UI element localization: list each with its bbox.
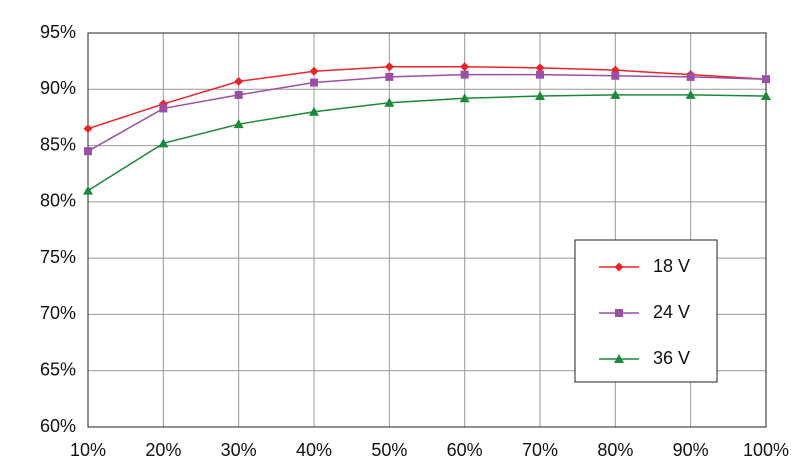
legend-label: 18 V xyxy=(653,256,690,276)
x-tick-label: 60% xyxy=(447,440,483,460)
x-tick-label: 20% xyxy=(145,440,181,460)
legend-label: 24 V xyxy=(653,302,690,322)
point xyxy=(309,106,319,116)
point xyxy=(384,97,395,107)
x-tick-label: 100% xyxy=(743,440,789,460)
point xyxy=(84,147,92,156)
legend-label: 36 V xyxy=(653,348,690,368)
legend-marker xyxy=(615,309,623,317)
point xyxy=(234,76,244,86)
y-tick-label: 90% xyxy=(40,78,76,98)
point xyxy=(233,119,244,129)
point xyxy=(761,91,771,101)
point xyxy=(460,62,470,72)
y-tick-label: 70% xyxy=(40,303,76,323)
y-tick-label: 95% xyxy=(40,22,76,42)
point xyxy=(385,72,394,81)
legend-marker xyxy=(614,262,624,272)
point xyxy=(686,72,695,81)
point xyxy=(460,70,469,79)
point xyxy=(535,63,545,73)
point xyxy=(762,75,770,84)
point xyxy=(309,66,319,76)
x-tick-label: 30% xyxy=(221,440,257,460)
y-tick-label: 85% xyxy=(40,134,76,154)
series-line xyxy=(87,66,767,130)
y-tick-label: 75% xyxy=(40,247,76,267)
series-line xyxy=(87,94,767,192)
y-tick-label: 80% xyxy=(40,191,76,211)
x-tick-label: 50% xyxy=(371,440,407,460)
point xyxy=(83,124,93,134)
point xyxy=(459,93,470,103)
point xyxy=(83,185,93,195)
point xyxy=(234,90,243,99)
point xyxy=(610,89,621,99)
plot-frame xyxy=(87,32,767,428)
point xyxy=(158,138,169,148)
point xyxy=(685,89,696,99)
x-tick-label: 80% xyxy=(597,440,633,460)
x-tick-label: 90% xyxy=(673,440,709,460)
y-tick-label: 65% xyxy=(40,359,76,379)
series-line xyxy=(87,73,767,152)
point xyxy=(384,62,394,72)
legend-marker xyxy=(614,354,624,363)
y-tick-label: 60% xyxy=(40,416,76,436)
legend: 18 V 24 V 36 V xyxy=(574,239,718,383)
point xyxy=(611,71,620,80)
x-tick-label: 40% xyxy=(296,440,332,460)
x-tick-label: 70% xyxy=(522,440,558,460)
x-tick-label: 10% xyxy=(70,440,106,460)
point xyxy=(159,104,168,113)
point xyxy=(536,70,544,79)
legend-box xyxy=(574,239,718,383)
point xyxy=(310,78,318,87)
point xyxy=(535,91,545,101)
